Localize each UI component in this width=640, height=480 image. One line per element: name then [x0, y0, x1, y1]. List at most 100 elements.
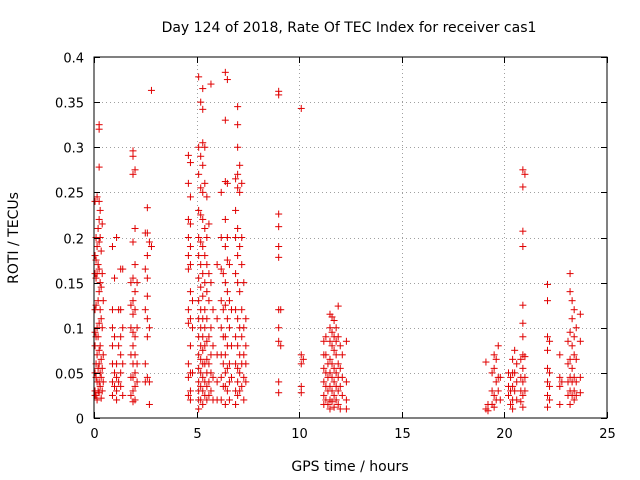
data-point: [205, 270, 213, 278]
data-point: [275, 337, 283, 345]
data-point: [108, 342, 116, 350]
data-point: [197, 152, 205, 160]
data-point: [203, 315, 211, 323]
data-point: [328, 328, 336, 336]
data-point: [217, 265, 225, 273]
data-point: [131, 369, 139, 377]
data-point: [98, 220, 106, 228]
data-point: [232, 206, 240, 214]
data-point: [275, 91, 283, 99]
data-point: [203, 193, 211, 201]
data-point: [186, 288, 194, 296]
data-points: [91, 68, 584, 415]
data-point: [219, 306, 227, 314]
data-point: [96, 206, 104, 214]
data-point: [570, 306, 578, 314]
data-point: [299, 355, 307, 363]
data-point: [328, 360, 336, 368]
data-point: [223, 234, 231, 241]
data-point: [326, 355, 334, 363]
data-point: [275, 378, 283, 386]
data-point: [95, 265, 103, 273]
data-point: [197, 369, 205, 377]
x-tick-label: 10: [291, 427, 308, 442]
data-point: [334, 302, 342, 310]
y-tick-label: 0.4: [63, 52, 84, 67]
data-point: [297, 351, 305, 359]
data-point: [496, 373, 504, 381]
data-point: [330, 346, 338, 354]
data-point: [509, 382, 517, 390]
data-point: [328, 387, 336, 395]
data-point: [334, 387, 342, 395]
data-point: [546, 396, 554, 404]
data-point: [330, 403, 338, 411]
data-point: [238, 333, 246, 341]
data-point: [234, 378, 242, 386]
data-point: [221, 333, 229, 341]
data-point: [332, 351, 340, 359]
data-point: [133, 360, 141, 368]
data-point: [195, 234, 203, 241]
data-point: [209, 342, 217, 350]
data-point: [96, 342, 104, 350]
data-point: [570, 333, 578, 341]
data-point: [234, 364, 242, 372]
data-point: [131, 306, 139, 314]
data-point: [131, 382, 139, 390]
data-point: [490, 403, 498, 411]
data-point: [238, 234, 246, 241]
data-point: [568, 364, 576, 372]
data-point: [97, 394, 105, 402]
data-point: [572, 355, 580, 363]
data-point: [184, 151, 192, 159]
data-point: [96, 234, 104, 241]
data-point: [570, 373, 578, 381]
data-point: [517, 398, 525, 406]
data-point: [240, 373, 248, 381]
data-point: [199, 373, 207, 381]
y-tick-label: 0.3: [63, 142, 84, 157]
data-point: [197, 184, 205, 192]
data-point: [205, 220, 213, 228]
y-tick-label: 0.2: [63, 233, 84, 248]
data-point: [490, 351, 498, 359]
data-point: [225, 324, 233, 332]
data-point: [203, 396, 211, 404]
data-point: [201, 252, 209, 260]
data-point: [576, 389, 584, 397]
data-point: [320, 364, 328, 372]
data-point: [328, 373, 336, 381]
data-point: [519, 403, 527, 411]
data-point: [328, 313, 336, 321]
data-point: [95, 125, 103, 133]
data-point: [275, 324, 283, 332]
data-point: [332, 396, 340, 404]
data-point: [131, 166, 139, 174]
data-point: [328, 342, 336, 350]
data-point: [184, 360, 192, 368]
data-point: [127, 324, 135, 332]
data-point: [95, 215, 103, 223]
data-point: [186, 387, 194, 395]
data-point: [143, 204, 151, 212]
data-point: [131, 333, 139, 341]
data-point: [205, 378, 213, 386]
data-point: [543, 391, 551, 399]
data-point: [490, 364, 498, 372]
data-point: [236, 369, 244, 377]
data-point: [197, 396, 205, 404]
data-point: [99, 297, 107, 305]
data-point: [96, 279, 104, 287]
y-axis-label: ROTI / TECUs: [6, 192, 22, 284]
data-point: [488, 369, 496, 377]
data-point: [492, 355, 500, 363]
data-point: [195, 274, 203, 282]
data-point: [195, 170, 203, 178]
chart-title: Day 124 of 2018, Rate Of TEC Index for r…: [162, 20, 537, 36]
data-point: [546, 369, 554, 377]
plot-frame: [93, 56, 608, 419]
data-point: [197, 98, 205, 106]
data-point: [129, 297, 137, 305]
data-point: [556, 373, 564, 381]
